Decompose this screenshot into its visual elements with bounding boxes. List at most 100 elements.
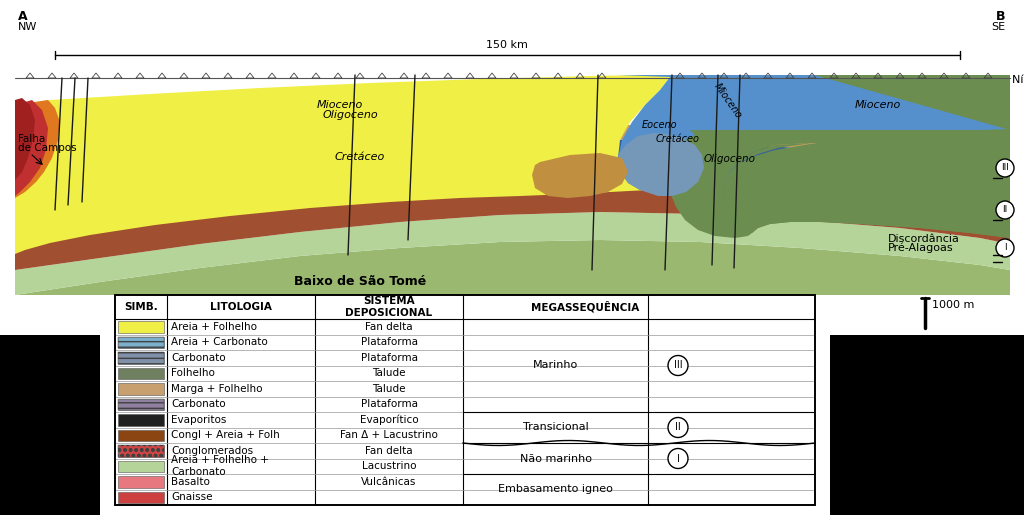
Text: II: II	[1002, 205, 1008, 215]
Text: 150 km: 150 km	[486, 40, 528, 50]
Text: SISTEMA
DEPOSICIONAL: SISTEMA DEPOSICIONAL	[345, 296, 432, 318]
Polygon shape	[15, 100, 60, 198]
Text: Plataforma: Plataforma	[360, 337, 418, 347]
Polygon shape	[15, 98, 35, 180]
Text: Oligoceno: Oligoceno	[323, 110, 378, 120]
Circle shape	[996, 201, 1014, 219]
Text: Marinho: Marinho	[532, 360, 579, 370]
Text: 1000 m: 1000 m	[932, 300, 975, 310]
Polygon shape	[15, 187, 1010, 270]
Bar	[118, 399, 164, 410]
Text: Oligoceno: Oligoceno	[705, 154, 756, 164]
Bar	[118, 352, 164, 364]
Text: Baixo de São Tomé: Baixo de São Tomé	[294, 275, 426, 288]
Text: Mioceno: Mioceno	[855, 100, 901, 110]
Text: Falha: Falha	[18, 134, 45, 144]
Text: Evaporitos: Evaporitos	[171, 415, 226, 425]
Bar	[118, 414, 164, 425]
Polygon shape	[618, 133, 705, 196]
Bar	[118, 445, 164, 456]
Bar	[118, 476, 164, 488]
Bar	[118, 368, 164, 379]
Text: I: I	[1004, 244, 1007, 252]
Polygon shape	[15, 240, 1010, 295]
Text: Basalto: Basalto	[171, 477, 210, 487]
Text: Marga + Folhelho: Marga + Folhelho	[171, 384, 262, 394]
Text: III: III	[674, 360, 682, 370]
Text: I: I	[677, 454, 680, 464]
Text: SE: SE	[991, 22, 1005, 32]
Bar	[118, 321, 164, 333]
Text: Nível do Mar: Nível do Mar	[1012, 75, 1024, 85]
Text: Transicional: Transicional	[522, 422, 589, 433]
Text: Carbonato: Carbonato	[171, 353, 225, 363]
Polygon shape	[15, 139, 1010, 218]
Text: Evaporítico: Evaporítico	[359, 415, 419, 425]
Polygon shape	[723, 75, 1010, 238]
Text: Fan Δ + Lacustrino: Fan Δ + Lacustrino	[340, 430, 438, 440]
Text: LITOLOGIA: LITOLOGIA	[210, 302, 272, 312]
Bar	[118, 445, 164, 456]
Text: Areia + Folhelho: Areia + Folhelho	[171, 322, 257, 332]
Polygon shape	[830, 290, 1024, 335]
Bar	[118, 460, 164, 472]
Text: de Campos: de Campos	[18, 143, 77, 153]
Text: B: B	[995, 10, 1005, 23]
Text: MEGASSEQUÊNCIA: MEGASSEQUÊNCIA	[531, 301, 640, 313]
Text: SIMB.: SIMB.	[124, 302, 158, 312]
Text: Não marinho: Não marinho	[519, 454, 592, 464]
Text: Areia + Carbonato: Areia + Carbonato	[171, 337, 267, 347]
Polygon shape	[618, 75, 1010, 193]
Text: Cretáceo: Cretáceo	[335, 152, 385, 162]
Polygon shape	[15, 75, 670, 254]
Bar	[118, 336, 164, 348]
Text: Discordância: Discordância	[888, 234, 959, 244]
Bar	[118, 491, 164, 503]
Text: NW: NW	[18, 22, 37, 32]
Bar	[118, 399, 164, 410]
Bar	[118, 352, 164, 364]
Bar	[115, 295, 815, 505]
Text: Areia + Folhelho +
Carbonato: Areia + Folhelho + Carbonato	[171, 455, 269, 477]
Polygon shape	[0, 0, 1024, 335]
Text: Fan delta: Fan delta	[366, 322, 413, 332]
Text: Cretáceo: Cretáceo	[656, 134, 700, 144]
Text: Mioceno: Mioceno	[713, 81, 743, 120]
Text: Talude: Talude	[373, 384, 406, 394]
Text: Eoceno: Eoceno	[642, 120, 678, 130]
Polygon shape	[15, 159, 1010, 245]
Text: Vulcânicas: Vulcânicas	[361, 477, 417, 487]
Text: Embasamento igneo: Embasamento igneo	[498, 485, 613, 494]
Text: Fan delta: Fan delta	[366, 446, 413, 456]
Text: Plataforma: Plataforma	[360, 353, 418, 363]
Text: Talude: Talude	[373, 368, 406, 378]
Polygon shape	[532, 153, 628, 198]
Text: Carbonato: Carbonato	[171, 399, 225, 409]
Circle shape	[996, 239, 1014, 257]
Polygon shape	[723, 75, 1010, 238]
Bar	[118, 383, 164, 394]
Text: III: III	[1001, 163, 1009, 173]
Polygon shape	[115, 295, 815, 505]
Text: Conglomerados: Conglomerados	[171, 446, 253, 456]
Text: Plataforma: Plataforma	[360, 399, 418, 409]
Polygon shape	[15, 124, 1010, 198]
Circle shape	[996, 159, 1014, 177]
Polygon shape	[664, 130, 1010, 238]
Text: Gnaisse: Gnaisse	[171, 492, 213, 502]
Polygon shape	[15, 100, 48, 196]
Circle shape	[668, 418, 688, 438]
Circle shape	[668, 449, 688, 469]
Text: Mioceno: Mioceno	[316, 100, 364, 110]
Text: Folhelho: Folhelho	[171, 368, 215, 378]
Text: II: II	[675, 422, 681, 433]
Text: Congl + Areia + Folh: Congl + Areia + Folh	[171, 430, 280, 440]
Text: Pré-Alagoas: Pré-Alagoas	[888, 243, 953, 253]
Bar	[118, 430, 164, 441]
Polygon shape	[15, 212, 1010, 295]
Circle shape	[668, 355, 688, 375]
Text: A: A	[18, 10, 28, 23]
Text: Lacustrino: Lacustrino	[361, 461, 416, 471]
Polygon shape	[100, 290, 830, 515]
Bar	[118, 336, 164, 348]
